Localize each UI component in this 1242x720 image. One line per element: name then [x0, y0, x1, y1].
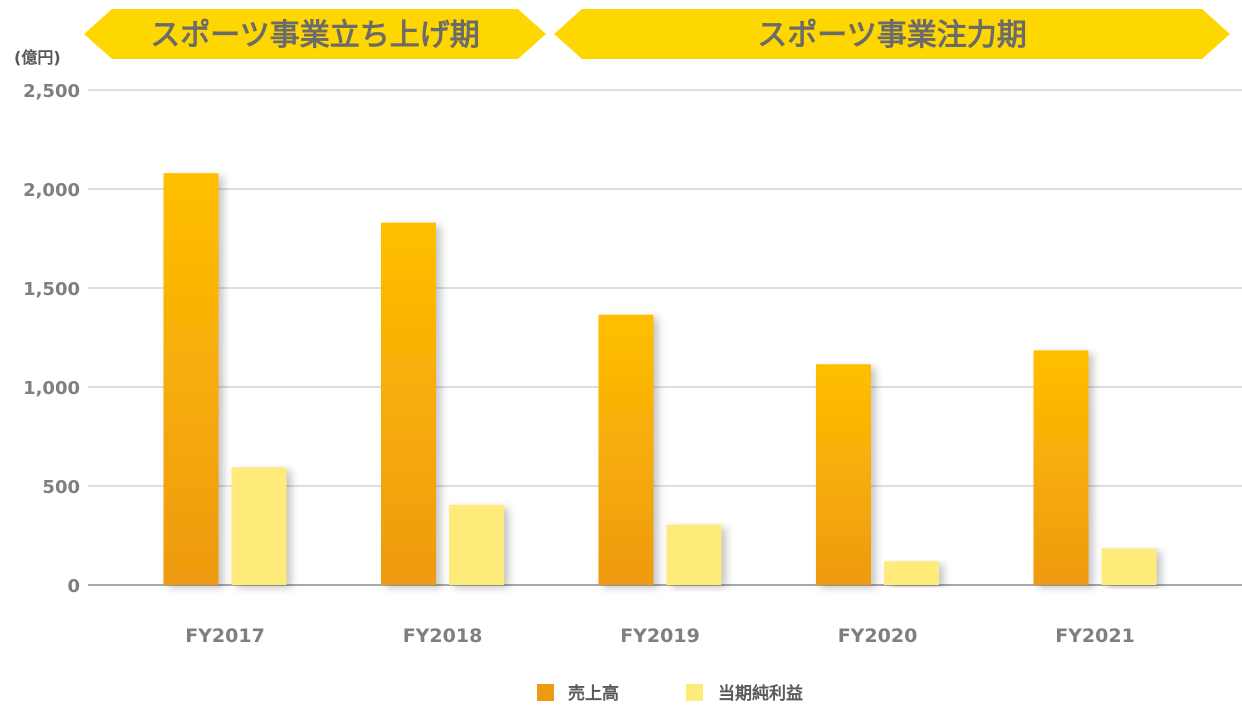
bar-sales: [163, 173, 219, 585]
y-tick-label: 2,500: [23, 81, 80, 102]
banner-startup-period: スポーツ事業立ち上げ期: [84, 9, 546, 59]
banner-focus-period: スポーツ事業注力期: [554, 9, 1230, 59]
legend-label-profit: 当期純利益: [718, 683, 803, 704]
bar-sales: [598, 314, 654, 585]
y-tick-label: 1,500: [23, 279, 80, 300]
x-tick-label: FY2020: [838, 625, 918, 647]
banner-focus-label: スポーツ事業注力期: [757, 18, 1026, 53]
legend: 売上高 当期純利益: [537, 683, 803, 704]
y-axis-unit-label: (億円): [14, 48, 61, 67]
bar-sales: [816, 364, 871, 585]
legend-label-sales: 売上高: [568, 683, 619, 704]
bar-profit: [1101, 548, 1157, 585]
banner-startup-arrow: [84, 9, 546, 59]
bars: [163, 173, 1157, 585]
bar-profit: [666, 524, 722, 585]
bar-sales: [381, 222, 436, 585]
bar-profit: [231, 467, 287, 585]
x-tick-labels: FY2017 FY2018 FY2019 FY2020 FY2021: [185, 625, 1135, 647]
y-tick-label: 0: [67, 576, 80, 597]
bar-sales: [1033, 350, 1089, 585]
x-tick-label: FY2021: [1055, 625, 1135, 647]
y-tick-label: 1,000: [23, 378, 80, 399]
y-tick-label: 500: [42, 477, 80, 498]
y-tick-label: 2,000: [23, 180, 80, 201]
bar-profit: [449, 504, 504, 585]
x-tick-label: FY2017: [185, 625, 265, 647]
legend-swatch-sales: [537, 684, 554, 701]
legend-swatch-profit: [686, 684, 703, 701]
x-tick-label: FY2019: [620, 625, 700, 647]
banner-startup-label: スポーツ事業立ち上げ期: [150, 18, 479, 53]
banner-focus-arrow: [554, 9, 1230, 59]
bar-profit: [884, 561, 939, 585]
x-tick-label: FY2018: [403, 625, 483, 647]
y-tick-labels: 0 500 1,000 1,500 2,000 2,500: [23, 81, 80, 597]
